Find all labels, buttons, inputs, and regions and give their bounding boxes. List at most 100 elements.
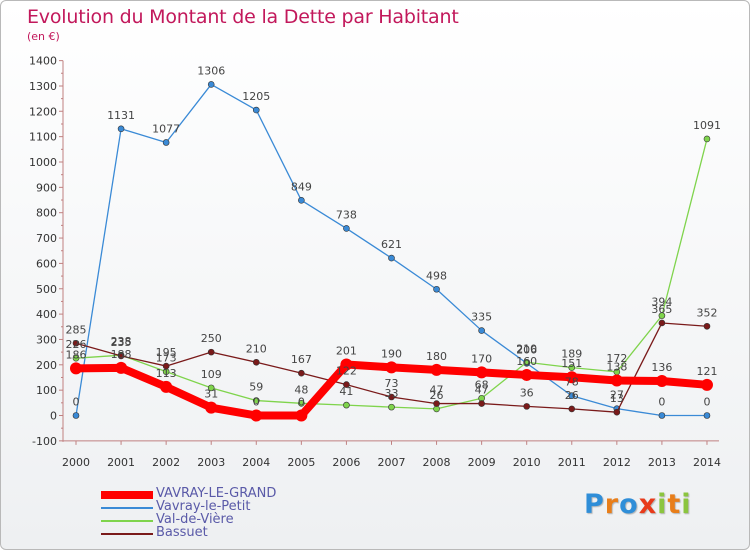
y-tick-label: 500 [36, 283, 57, 296]
data-point [433, 285, 440, 293]
data-label: 352 [696, 306, 717, 319]
data-label: 206 [516, 343, 537, 356]
data-label: 235 [111, 336, 132, 349]
data-label: 121 [696, 365, 717, 378]
legend-label: Vavray-le-Petit [156, 499, 251, 514]
data-label: 189 [561, 348, 582, 361]
data-point [298, 369, 305, 377]
data-label: 335 [471, 311, 492, 324]
data-point [520, 368, 533, 381]
data-label: 849 [291, 180, 312, 193]
x-tick-label: 2010 [513, 456, 541, 469]
data-point [295, 409, 308, 422]
data-label: 73 [384, 377, 398, 390]
data-label: 160 [516, 355, 537, 368]
data-point [565, 371, 578, 384]
data-point [568, 392, 576, 400]
data-point [478, 400, 485, 407]
data-label: 188 [111, 348, 132, 361]
x-tick-label: 2007 [377, 456, 405, 469]
data-label: 26 [565, 389, 579, 402]
legend-label: Val-de-Vière [156, 512, 234, 527]
x-tick-label: 2006 [332, 456, 360, 469]
x-tick-label: 2009 [468, 456, 496, 469]
y-tick-label: 1300 [29, 80, 57, 93]
x-tick-label: 2002 [152, 456, 180, 469]
data-point [72, 354, 80, 362]
data-label: 1306 [197, 64, 225, 77]
y-tick-label: 400 [36, 308, 57, 321]
data-label: 365 [651, 303, 672, 316]
data-label: 1091 [693, 119, 721, 132]
data-label: 27 [610, 389, 624, 402]
data-label: 0 [703, 396, 710, 409]
data-point [207, 348, 215, 356]
data-label: 201 [336, 345, 357, 358]
y-tick-label: 100 [36, 384, 57, 397]
data-point [388, 254, 395, 262]
y-tick-label: 700 [36, 232, 57, 245]
data-label: 48 [294, 383, 308, 396]
chart-subtitle: (en €) [27, 30, 60, 43]
data-label: 738 [336, 208, 357, 221]
legend-swatch [101, 533, 153, 535]
y-tick-label: 1100 [29, 131, 57, 144]
data-label: 68 [475, 378, 489, 391]
x-tick-label: 2014 [693, 456, 721, 469]
data-label: 41 [339, 385, 353, 398]
data-point [252, 358, 260, 366]
x-tick-label: 2013 [648, 456, 676, 469]
proxiti-logo: Proxiti [584, 489, 692, 520]
data-label: 170 [471, 352, 492, 365]
data-label: 122 [336, 365, 357, 378]
data-label: 394 [651, 296, 672, 309]
data-point [703, 322, 711, 330]
data-point [388, 393, 395, 401]
y-tick-label: 0 [50, 410, 57, 423]
data-label: 250 [201, 332, 222, 345]
data-point [430, 363, 443, 376]
data-label: 13 [610, 392, 624, 405]
data-label: 172 [606, 352, 627, 365]
data-point [658, 412, 666, 419]
data-point [475, 366, 488, 379]
data-label: 0 [298, 396, 305, 409]
x-tick-label: 2012 [603, 456, 631, 469]
data-point [343, 225, 350, 232]
data-point [205, 401, 218, 414]
data-point [70, 362, 82, 375]
data-point [162, 139, 170, 146]
data-label: 498 [426, 269, 447, 282]
data-label: 621 [381, 238, 402, 251]
data-point [613, 408, 621, 416]
data-point [385, 361, 398, 374]
legend-label: Bassuet [156, 525, 208, 540]
y-tick-label: 200 [36, 359, 57, 372]
data-point [700, 378, 713, 391]
data-label: 1205 [242, 90, 270, 103]
x-tick-label: 2001 [107, 456, 135, 469]
legend-swatch [101, 491, 153, 499]
x-tick-label: 2011 [558, 456, 586, 469]
data-point [568, 405, 576, 413]
x-tick-label: 2008 [423, 456, 451, 469]
data-point [160, 380, 173, 393]
data-point [658, 312, 666, 319]
data-point [207, 384, 215, 392]
chart-title: Evolution du Montant de la Dette par Hab… [27, 6, 459, 28]
y-tick-label: 1000 [29, 156, 57, 169]
data-label: 167 [291, 353, 312, 366]
legend-swatch [101, 520, 153, 522]
data-point [523, 403, 531, 410]
data-point [478, 327, 485, 334]
data-label: 238 [111, 335, 132, 348]
data-label: 151 [561, 357, 582, 370]
data-label: 226 [66, 338, 87, 351]
data-label: 26 [430, 389, 444, 402]
y-tick-label: 300 [36, 333, 57, 346]
data-label: 36 [520, 386, 534, 399]
data-point [72, 412, 80, 419]
data-label: 47 [475, 384, 489, 397]
data-point [207, 81, 215, 88]
